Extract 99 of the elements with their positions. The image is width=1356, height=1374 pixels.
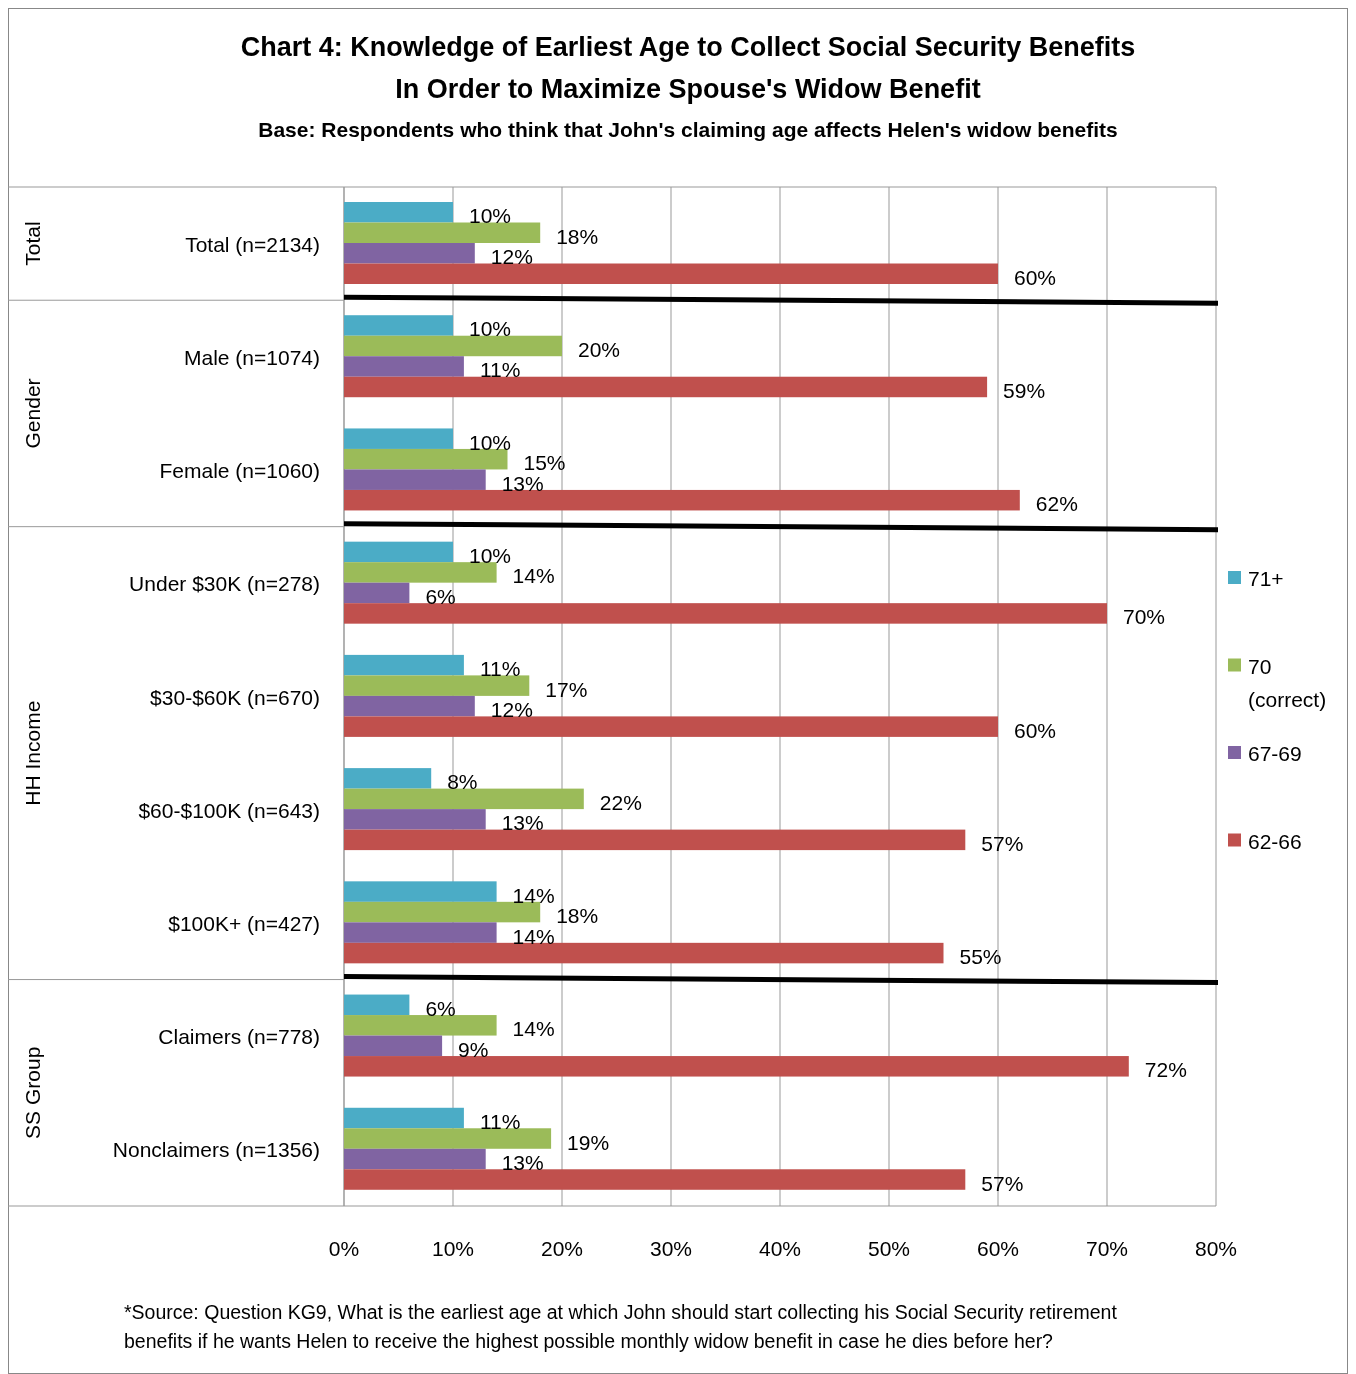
bar bbox=[344, 922, 497, 943]
bar bbox=[344, 1169, 966, 1190]
bar bbox=[344, 562, 497, 583]
bar bbox=[344, 1148, 486, 1170]
bar bbox=[344, 1015, 497, 1036]
x-tick-label: 60% bbox=[976, 1237, 1020, 1260]
bar bbox=[344, 695, 475, 717]
text: HH Income bbox=[21, 700, 44, 806]
x-tick-label: 40% bbox=[758, 1237, 802, 1260]
y-tick-label: Female (n=1060) bbox=[159, 459, 320, 483]
y-tick-label: $30-$60K (n=670) bbox=[150, 685, 320, 709]
legend-label: 67-69 bbox=[1248, 742, 1302, 765]
data-label: 20% bbox=[578, 337, 621, 361]
legend-label: 70 (correct) bbox=[1248, 654, 1327, 711]
bar bbox=[344, 716, 998, 737]
bar bbox=[344, 376, 988, 398]
data-label: 14% bbox=[512, 883, 555, 907]
x-tick-label: 50% bbox=[867, 1237, 911, 1260]
data-label: 12% bbox=[490, 698, 533, 722]
data-label: 14% bbox=[512, 1017, 555, 1041]
data-label: 11% bbox=[479, 1110, 521, 1134]
text: Gender bbox=[21, 378, 44, 449]
x-tick-label: 10% bbox=[431, 1237, 475, 1260]
y-tick-label: Under $30K (n=278) bbox=[129, 572, 320, 596]
legend-label: 71+ bbox=[1248, 567, 1284, 590]
data-label: 70% bbox=[1123, 605, 1166, 629]
data-label: 17% bbox=[545, 677, 588, 701]
data-label: 11% bbox=[479, 358, 521, 382]
data-label: 55% bbox=[959, 945, 1002, 969]
x-tick-label: 20% bbox=[540, 1237, 584, 1260]
bar bbox=[344, 469, 486, 490]
bar bbox=[344, 881, 497, 902]
data-label: 19% bbox=[567, 1130, 610, 1154]
x-tick-label: 80% bbox=[1194, 1237, 1238, 1260]
data-label: 57% bbox=[981, 1171, 1024, 1195]
bar bbox=[344, 675, 530, 696]
data-label: 11% bbox=[479, 657, 521, 681]
bar bbox=[344, 541, 453, 563]
data-label: 10% bbox=[469, 430, 512, 454]
bar bbox=[344, 243, 475, 264]
bar bbox=[344, 448, 508, 470]
data-label: 8% bbox=[447, 770, 478, 794]
data-label: 22% bbox=[599, 790, 642, 814]
data-label: 62% bbox=[1035, 492, 1078, 516]
bar bbox=[344, 994, 410, 1016]
chart-title: Chart 4: Knowledge of Earliest Age to Collect Social Security Benefits In Order to Maximize Spouse's Widow Benefit bbox=[240, 32, 1136, 104]
data-label: 57% bbox=[981, 831, 1024, 855]
y-tick-label: $100K+ (n=427) bbox=[168, 911, 320, 935]
bar bbox=[344, 489, 1020, 511]
data-label: 60% bbox=[1014, 718, 1057, 742]
text: Total bbox=[21, 221, 44, 266]
x-tick-label: 0% bbox=[328, 1237, 360, 1260]
data-label: 60% bbox=[1014, 265, 1057, 289]
bar bbox=[344, 222, 541, 243]
y-tick-label: Nonclaimers (n=1356) bbox=[112, 1138, 320, 1162]
data-label: 13% bbox=[501, 1151, 544, 1175]
data-label: 10% bbox=[469, 543, 512, 567]
bar bbox=[344, 428, 453, 449]
chart-subtitle: Base: Respondents who think that John's claiming age affects Helen's widow benefits bbox=[258, 118, 1118, 141]
y-tick-label: Male (n=1074) bbox=[184, 345, 320, 369]
legend-label: 62-66 bbox=[1248, 829, 1302, 853]
data-label: 18% bbox=[556, 904, 599, 928]
data-label: 12% bbox=[490, 245, 533, 269]
bar bbox=[344, 603, 1107, 624]
bar bbox=[344, 335, 562, 357]
bar bbox=[344, 315, 453, 336]
y-tick-label: $60-$100K (n=643) bbox=[138, 798, 320, 822]
bar bbox=[344, 1056, 1129, 1077]
bar bbox=[344, 1128, 552, 1149]
data-label: 72% bbox=[1144, 1058, 1187, 1082]
bar bbox=[344, 809, 486, 830]
text: *Source: Question KG9, What is the earliest age at which John should start collecting his Social Security retirement benefits if he wants Helen to receive the highest possible monthly widow benefit in case he dies before her? bbox=[124, 1301, 1118, 1352]
x-tick-label: 70% bbox=[1085, 1237, 1129, 1260]
bar bbox=[344, 901, 541, 923]
bar bbox=[344, 768, 432, 789]
data-label: 10% bbox=[469, 317, 512, 341]
x-tick-label: 30% bbox=[649, 1237, 693, 1260]
y-tick-label: Total (n=2134) bbox=[185, 232, 320, 256]
text: SS Group bbox=[21, 1046, 44, 1139]
bar bbox=[344, 1107, 464, 1129]
y-tick-label: Claimers (n=778) bbox=[158, 1025, 320, 1049]
bar bbox=[344, 263, 998, 284]
data-label: 59% bbox=[1003, 378, 1046, 402]
data-label: 6% bbox=[425, 584, 456, 608]
bar bbox=[344, 202, 453, 223]
bar bbox=[344, 654, 464, 676]
data-label: 9% bbox=[458, 1037, 489, 1061]
data-label: 13% bbox=[501, 811, 544, 835]
bar bbox=[344, 582, 410, 604]
bar bbox=[344, 788, 584, 810]
bar bbox=[344, 829, 966, 851]
data-label: 10% bbox=[469, 204, 512, 228]
data-label: 14% bbox=[512, 564, 555, 588]
data-label: 18% bbox=[556, 224, 599, 248]
bar bbox=[344, 942, 944, 964]
bar bbox=[344, 1035, 443, 1057]
bar bbox=[344, 356, 464, 377]
data-label: 14% bbox=[512, 924, 555, 948]
data-label: 6% bbox=[425, 996, 456, 1020]
